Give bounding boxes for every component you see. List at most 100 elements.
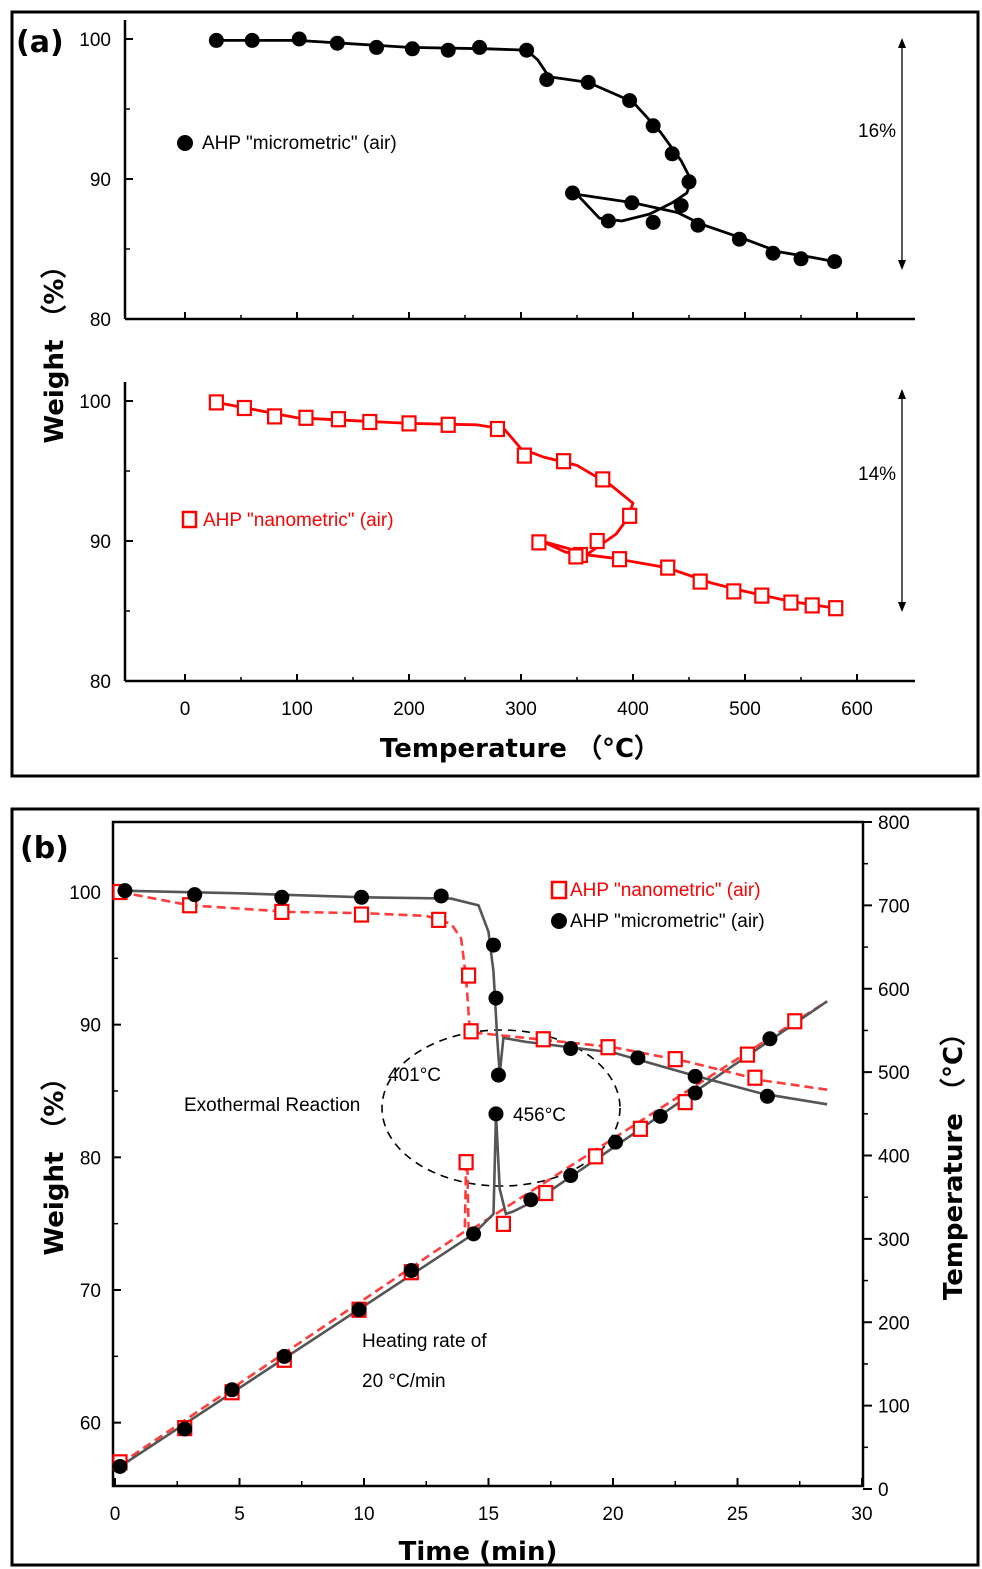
a-y-tick-label: 90 (90, 532, 111, 553)
b-data-point (488, 990, 504, 1006)
a-data-point (489, 420, 506, 438)
a-data-point (531, 534, 547, 551)
a-annotation-16: 16% (858, 121, 896, 142)
b-legend-nanometric-marker (550, 880, 568, 900)
a-y-tick-label: 100 (79, 30, 111, 51)
a-legend-nanometric: AHP "nanometric" (air) (203, 510, 394, 531)
peak-456-label: 456°C (513, 1105, 566, 1126)
b-data-point (488, 1106, 504, 1122)
a-y-tick-label: 80 (90, 672, 111, 693)
heating-rate-value: 20 °C/min (362, 1371, 446, 1392)
b-data-point (535, 1031, 551, 1048)
a-data-point (622, 93, 638, 109)
a-y-tick-label: 100 (79, 392, 111, 413)
a-data-point (539, 72, 555, 88)
a-data-point (555, 453, 572, 470)
panel-a-label: (a) (16, 25, 64, 60)
b-data-point (747, 1069, 763, 1086)
b-data-point (460, 967, 477, 984)
b-data-point (607, 1134, 623, 1150)
b-y2-axis-title: Temperature （°C） (939, 1020, 969, 1300)
b-y2-tick-label: 200 (878, 1313, 910, 1334)
b-data-point (112, 1458, 128, 1474)
a-data-point (516, 447, 532, 464)
b-data-point (276, 1348, 292, 1364)
exothermal-reaction-label: Exothermal Reaction (184, 1095, 360, 1116)
a-data-point (681, 174, 697, 190)
a-x-tick-label: 0 (180, 699, 191, 720)
b-y2-tick-label: 800 (878, 813, 910, 834)
b-data-point (463, 1023, 479, 1040)
b-x-tick-label: 0 (110, 1504, 121, 1525)
a-data-point (568, 548, 584, 565)
a-data-point (731, 231, 747, 247)
b-data-point (224, 1382, 240, 1398)
b-data-point (632, 1120, 648, 1137)
panel-b-label: (b) (20, 831, 69, 866)
a-data-point (828, 600, 844, 617)
a-data-point (645, 214, 661, 230)
b-y-tick-label: 80 (80, 1148, 101, 1169)
a-data-point (726, 583, 742, 600)
a-data-point (690, 217, 706, 233)
b-y-tick-label: 70 (80, 1281, 101, 1302)
a-data-point (208, 32, 224, 48)
a-x-tick-label: 400 (617, 699, 649, 720)
b-y-tick-label: 90 (80, 1016, 101, 1037)
b-data-point (600, 1039, 616, 1056)
b-data-point (677, 1094, 693, 1111)
b-data-point (495, 1215, 512, 1232)
b-y2-tick-label: 500 (878, 1063, 910, 1084)
a-data-point (664, 146, 680, 162)
a-data-point (793, 251, 809, 267)
a-data-point (208, 394, 224, 411)
b-x-tick-label: 30 (851, 1504, 872, 1525)
legend-nanometric-marker (181, 510, 198, 529)
a-data-point (369, 39, 385, 55)
a-data-point (565, 185, 581, 201)
b-x-tick-label: 20 (602, 1504, 623, 1525)
panel-b: (b) 0 5 10 15 20 25 30 60 70 80 90 100 0 100 200 300 400… (10, 807, 980, 1567)
a-data-point (330, 411, 347, 428)
a-data-point (291, 31, 307, 47)
b-marker-layer (112, 883, 803, 1474)
b-data-point (403, 1263, 419, 1279)
b-data-point (630, 1050, 646, 1066)
a-bottom-curve-layer (208, 394, 844, 617)
a-data-point (624, 195, 640, 211)
a-data-point (804, 597, 820, 614)
b-y2-tick-label: 700 (878, 896, 910, 917)
a-data-point (611, 551, 628, 568)
a-data-point (472, 39, 488, 55)
b-x-tick-label: 5 (234, 1504, 245, 1525)
b-data-point (667, 1051, 683, 1068)
b-data-point (687, 1068, 703, 1084)
b-weight-curve-micrometric (119, 889, 828, 1106)
a-data-point (519, 42, 535, 58)
exothermal-ellipse (381, 1029, 621, 1187)
b-x-tick-label: 15 (478, 1504, 499, 1525)
a-y-tick-label: 90 (90, 170, 111, 191)
b-data-point (274, 889, 290, 905)
a-data-point (622, 507, 638, 524)
b-data-point (490, 1067, 506, 1083)
a-top-curve-layer (208, 31, 843, 270)
b-data-point (652, 1108, 668, 1124)
b-data-point (353, 906, 370, 923)
a-data-point (645, 118, 661, 134)
a-16-percent-arrow (898, 38, 906, 270)
b-y-tick-label: 100 (69, 883, 101, 904)
a-data-point (329, 35, 345, 51)
b-legend-micrometric: AHP "micrometric" (air) (570, 911, 765, 932)
legend-micrometric-marker (177, 135, 193, 151)
b-data-point (466, 1226, 482, 1242)
b-y2-tick-label: 100 (878, 1397, 910, 1418)
b-data-point (187, 887, 203, 903)
a-legend-micrometric: AHP "micrometric" (air) (202, 133, 397, 154)
a-data-point (600, 213, 616, 229)
heating-rate-label: Heating rate of (362, 1331, 487, 1352)
a-data-point (783, 594, 799, 611)
b-data-point (587, 1148, 604, 1165)
b-data-point (739, 1046, 756, 1063)
